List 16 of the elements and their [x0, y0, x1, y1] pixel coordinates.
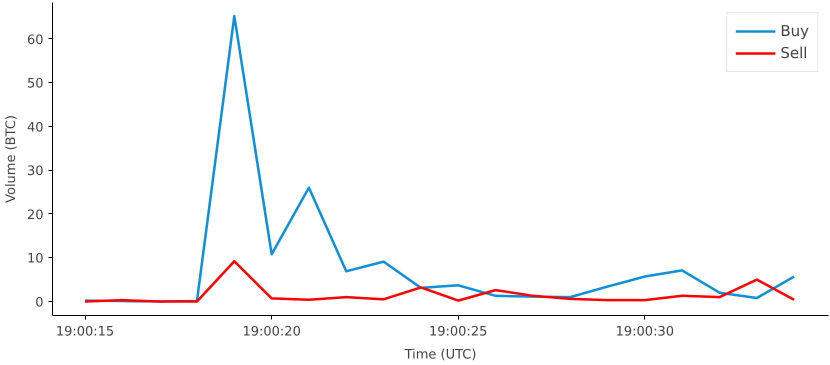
y-tick-label: 10: [26, 252, 44, 267]
y-tick-label: 50: [26, 76, 44, 92]
x-tick-label: 19:00:20: [242, 324, 301, 340]
line-series: [84, 260, 796, 303]
legend-label: Buy: [780, 22, 809, 40]
y-axis-title: Volume (BTC): [4, 115, 19, 203]
legend-label: Sell: [780, 44, 808, 62]
x-axis-title: Time (UTC): [404, 348, 476, 362]
x-tick-label: 19:00:15: [56, 324, 114, 340]
y-tick-label: 60: [26, 32, 44, 48]
x-tick-label: 19:00:30: [616, 324, 674, 340]
x-tick-label: 19:00:25: [428, 324, 488, 340]
y-tick-label: 40: [26, 120, 44, 136]
y-tick-label: 20: [26, 208, 44, 223]
y-tick-label: 0: [35, 295, 44, 310]
y-tick-label: 30: [26, 164, 44, 180]
